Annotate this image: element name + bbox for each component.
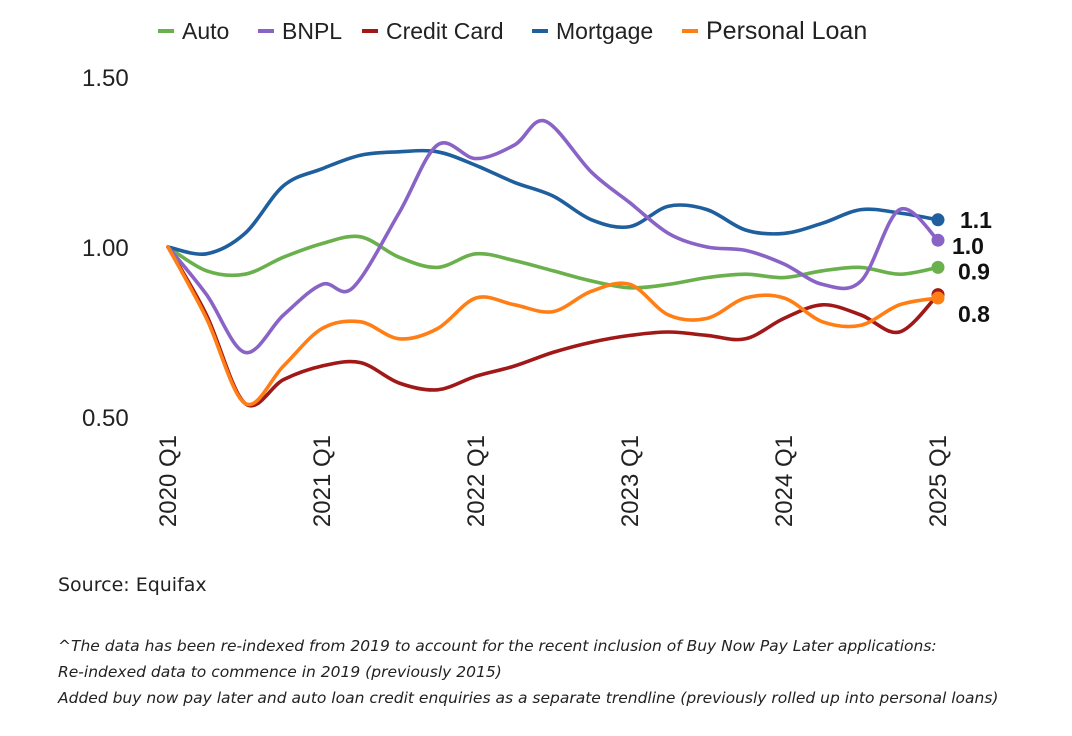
footnote-line: ^The data has been re-indexed from 2019 … xyxy=(58,637,937,655)
footnote-line: Added buy now pay later and auto loan cr… xyxy=(58,689,999,707)
x-tick-label: 2022 Q1 xyxy=(463,435,490,527)
y-tick-label: 1.00 xyxy=(82,235,129,262)
legend-label-mortgage: Mortgage xyxy=(556,18,653,44)
end-label-auto: 0.9 xyxy=(958,258,990,284)
end-point-mortgage xyxy=(931,213,945,227)
footnotes: ^The data has been re-indexed from 2019 … xyxy=(58,633,998,711)
legend-label-bnpl: BNPL xyxy=(282,18,342,44)
series-lines xyxy=(166,118,940,408)
y-axis: 1.50 1.00 0.50 xyxy=(82,65,129,432)
legend-label-personal-loan: Personal Loan xyxy=(706,17,867,45)
x-tick-label: 2023 Q1 xyxy=(617,435,644,527)
x-tick-label: 2025 Q1 xyxy=(925,435,952,527)
series-endpoints: 0.91.01.1 0.8 xyxy=(931,207,992,327)
end-label-personal-loan: 0.8 xyxy=(958,301,990,327)
series-line-personal-loan xyxy=(166,245,940,407)
legend-label-auto: Auto xyxy=(182,18,229,44)
series-line-credit-card xyxy=(166,245,940,408)
legend-label-credit-card: Credit Card xyxy=(386,18,504,44)
footnote-line: Re-indexed data to commence in 2019 (pre… xyxy=(58,663,502,681)
x-tick-label: 2024 Q1 xyxy=(771,435,798,527)
end-label-bnpl: 1.0 xyxy=(952,233,984,259)
y-tick-label: 0.50 xyxy=(82,405,129,432)
line-chart: Auto BNPL Credit Card Mortgage Personal Loan… xyxy=(82,17,992,527)
y-tick-label: 1.50 xyxy=(82,65,129,92)
x-tick-label: 2020 Q1 xyxy=(155,435,182,527)
series-line-bnpl xyxy=(166,118,940,355)
end-label-mortgage: 1.1 xyxy=(960,207,992,233)
end-point-auto xyxy=(931,260,945,274)
x-axis: 2020 Q1 2021 Q1 2022 Q1 2023 Q1 2024 Q1 2025 … xyxy=(155,435,952,527)
source-note: Source: Equifax xyxy=(58,574,207,596)
end-point-personal-loan xyxy=(931,291,945,305)
end-point-bnpl xyxy=(931,233,945,247)
series-line-mortgage xyxy=(166,148,940,257)
legend: Auto BNPL Credit Card Mortgage Personal Loan xyxy=(158,17,867,45)
x-tick-label: 2021 Q1 xyxy=(309,435,336,527)
series-line-auto xyxy=(166,234,940,290)
